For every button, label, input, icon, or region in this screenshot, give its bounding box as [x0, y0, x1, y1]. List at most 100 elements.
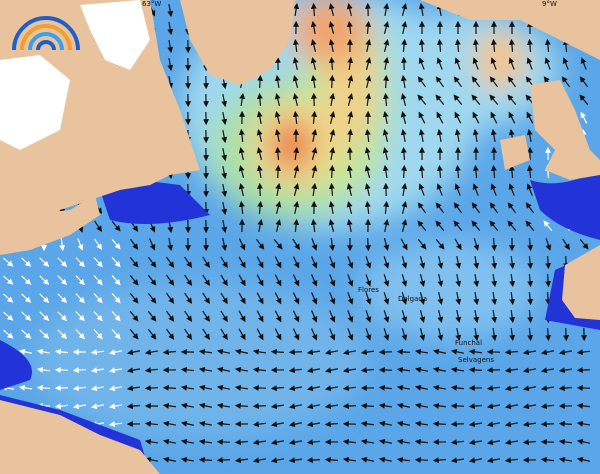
- wind-arrow: [324, 385, 339, 392]
- wind-arrow: [274, 146, 281, 161]
- wind-arrow: [558, 420, 573, 427]
- wind-arrow: [504, 367, 519, 374]
- wind-arrow: [527, 255, 534, 270]
- wind-arrow: [432, 402, 447, 409]
- wind-arrow: [329, 292, 336, 305]
- wind-arrow: [419, 292, 426, 305]
- wind-arrow: [21, 257, 32, 267]
- longitude-label: 63°W: [142, 0, 161, 8]
- wind-arrow: [435, 202, 445, 214]
- wind-arrow: [455, 310, 462, 324]
- wind-arrow: [126, 385, 141, 392]
- wind-arrow: [90, 349, 105, 356]
- wind-arrow: [346, 2, 353, 16]
- wind-arrow: [468, 457, 482, 464]
- wind-arrow: [364, 182, 371, 196]
- wind-arrow: [306, 439, 321, 446]
- wind-arrow: [36, 384, 51, 391]
- wind-arrow: [329, 164, 336, 179]
- wind-arrow: [293, 183, 300, 196]
- wind-arrow: [527, 309, 534, 324]
- wind-arrow: [435, 94, 445, 106]
- wind-arrow: [162, 420, 177, 427]
- wind-arrow: [108, 403, 123, 410]
- wind-arrow: [545, 327, 552, 342]
- wind-arrow: [450, 366, 465, 373]
- wind-arrow: [419, 310, 426, 323]
- wind-arrow: [238, 256, 246, 269]
- wind-arrow: [292, 328, 300, 341]
- wind-arrow: [234, 384, 249, 391]
- wind-arrow: [509, 309, 516, 324]
- wind-arrow: [274, 274, 282, 287]
- wind-arrow: [507, 76, 517, 88]
- wind-arrow: [418, 111, 426, 124]
- wind-arrow: [525, 220, 535, 232]
- wind-arrow: [468, 348, 483, 355]
- wind-arrow: [256, 310, 264, 323]
- wind-arrow: [473, 327, 480, 342]
- wind-arrow: [418, 57, 425, 70]
- wind-arrow: [508, 38, 515, 53]
- wind-arrow: [36, 366, 51, 373]
- wind-arrow: [378, 384, 393, 391]
- wind-arrow: [432, 348, 446, 355]
- wind-arrow: [472, 128, 479, 143]
- wind-arrow: [342, 385, 357, 392]
- wind-arrow: [491, 291, 498, 306]
- wind-arrow: [311, 147, 318, 160]
- wind-arrow: [75, 257, 85, 268]
- wind-arrow: [126, 349, 140, 356]
- wind-arrow: [274, 128, 281, 142]
- wind-arrow: [256, 292, 264, 305]
- wind-arrow: [94, 220, 103, 232]
- wind-arrow: [144, 367, 159, 374]
- wind-arrow: [561, 76, 571, 88]
- wind-arrow: [288, 349, 303, 356]
- wind-arrow: [365, 92, 372, 107]
- wind-arrow: [184, 310, 193, 322]
- wind-arrow: [111, 311, 121, 322]
- wind-arrow: [453, 76, 463, 88]
- wind-arrow: [184, 328, 193, 340]
- wind-arrow: [347, 128, 354, 143]
- wind-arrow: [270, 457, 284, 464]
- wind-arrow: [166, 310, 175, 322]
- wind-arrow: [347, 74, 354, 88]
- wind-arrow: [563, 327, 570, 342]
- wind-arrow: [252, 366, 267, 373]
- wind-arrow: [252, 403, 267, 410]
- wind-arrow: [252, 421, 267, 428]
- wind-arrow: [270, 421, 285, 428]
- wind-arrow: [450, 439, 465, 446]
- wind-arrow: [324, 456, 339, 463]
- wind-arrow: [450, 348, 465, 355]
- wind-arrow: [378, 456, 393, 463]
- wind-arrow: [365, 328, 372, 341]
- wind-arrow: [57, 311, 68, 322]
- wind-arrow: [275, 164, 282, 179]
- wind-arrow: [221, 237, 228, 252]
- wind-arrow: [504, 385, 519, 392]
- wind-arrow: [450, 384, 465, 391]
- wind-arrow: [347, 256, 354, 269]
- wind-arrow: [543, 220, 553, 232]
- wind-arrow: [418, 164, 425, 179]
- wind-arrow: [454, 57, 461, 70]
- wind-arrow: [129, 310, 139, 322]
- wind-arrow: [491, 309, 498, 324]
- wind-arrow: [90, 403, 104, 410]
- wind-arrow: [509, 273, 516, 288]
- wind-arrow: [18, 348, 32, 355]
- wind-arrow: [508, 164, 515, 179]
- wind-arrow: [324, 421, 339, 428]
- wind-arrow: [383, 238, 390, 251]
- wind-arrow: [545, 291, 552, 306]
- wind-arrow: [490, 128, 497, 143]
- wind-arrow: [527, 273, 534, 288]
- wind-arrow: [382, 110, 389, 125]
- wind-arrow: [329, 274, 336, 287]
- wind-arrow: [21, 329, 32, 339]
- wind-arrow: [328, 21, 335, 34]
- wind-arrow: [342, 456, 357, 463]
